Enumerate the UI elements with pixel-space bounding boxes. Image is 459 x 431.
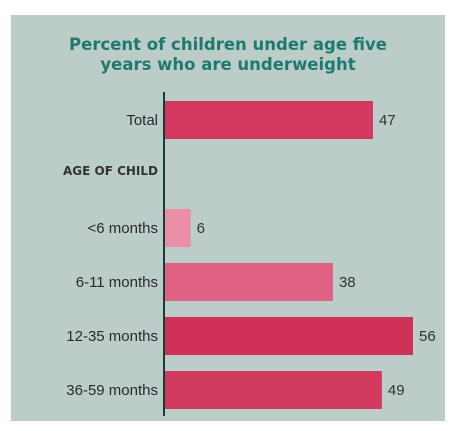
value-label-36-59-months: 49 bbox=[388, 382, 405, 399]
category-label-total: Total bbox=[126, 112, 158, 129]
bar-12-35-months bbox=[164, 317, 413, 355]
category-label-lt-6-months: <6 months bbox=[88, 220, 158, 237]
category-labels: Total <6 months 6-11 months 12-35 months 36-… bbox=[66, 112, 158, 399]
category-label-6-11-months: 6-11 months bbox=[76, 274, 158, 291]
bar-total bbox=[164, 101, 373, 139]
value-label-total: 47 bbox=[379, 112, 396, 129]
bar-marks bbox=[164, 101, 413, 409]
category-label-12-35-months: 12-35 months bbox=[66, 328, 158, 345]
bar-36-59-months bbox=[164, 371, 382, 409]
value-label-12-35-months: 56 bbox=[419, 328, 436, 345]
value-labels: 47 6 38 56 49 bbox=[197, 112, 436, 399]
chart-title: Percent of children under age five years… bbox=[69, 35, 387, 74]
bar-lt-6-months bbox=[164, 209, 191, 247]
category-label-36-59-months: 36-59 months bbox=[66, 382, 158, 399]
bar-6-11-months bbox=[164, 263, 333, 301]
group-heading-age-of-child: AGE OF CHILD bbox=[63, 164, 158, 178]
value-label-6-11-months: 38 bbox=[339, 274, 356, 291]
value-label-lt-6-months: 6 bbox=[197, 220, 205, 237]
